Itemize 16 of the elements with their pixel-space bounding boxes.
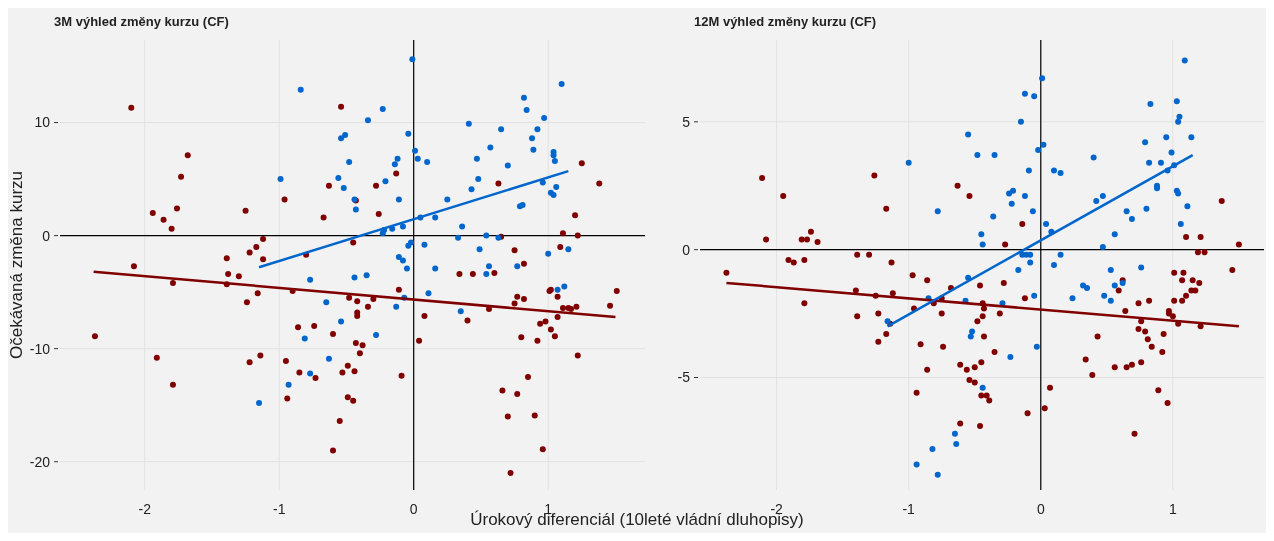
x-tick-label: 0 — [1036, 501, 1045, 517]
x-tick-label: -2 — [138, 501, 152, 517]
y-tick-label: -5 — [677, 369, 691, 386]
x-tick-label: -1 — [272, 501, 286, 517]
y-tick-label: -10 — [29, 340, 51, 357]
chart-title: 12M výhled změny kurzu (CF) — [694, 14, 877, 29]
x-tick-label: 0 — [409, 501, 418, 517]
y-tick-label: 5 — [682, 113, 691, 130]
y-tick-label: 0 — [682, 241, 691, 258]
x-tick-label: 1 — [1168, 501, 1177, 517]
y-tick-label: 10 — [34, 114, 51, 131]
chart-title: 3M výhled změny kurzu (CF) — [54, 14, 229, 29]
x-tick-label: -1 — [902, 501, 916, 517]
y-axis-title: Očekávaná změna kurzu — [7, 170, 26, 360]
y-tick-label: 0 — [42, 227, 51, 244]
y-tick-label: -20 — [29, 453, 51, 470]
